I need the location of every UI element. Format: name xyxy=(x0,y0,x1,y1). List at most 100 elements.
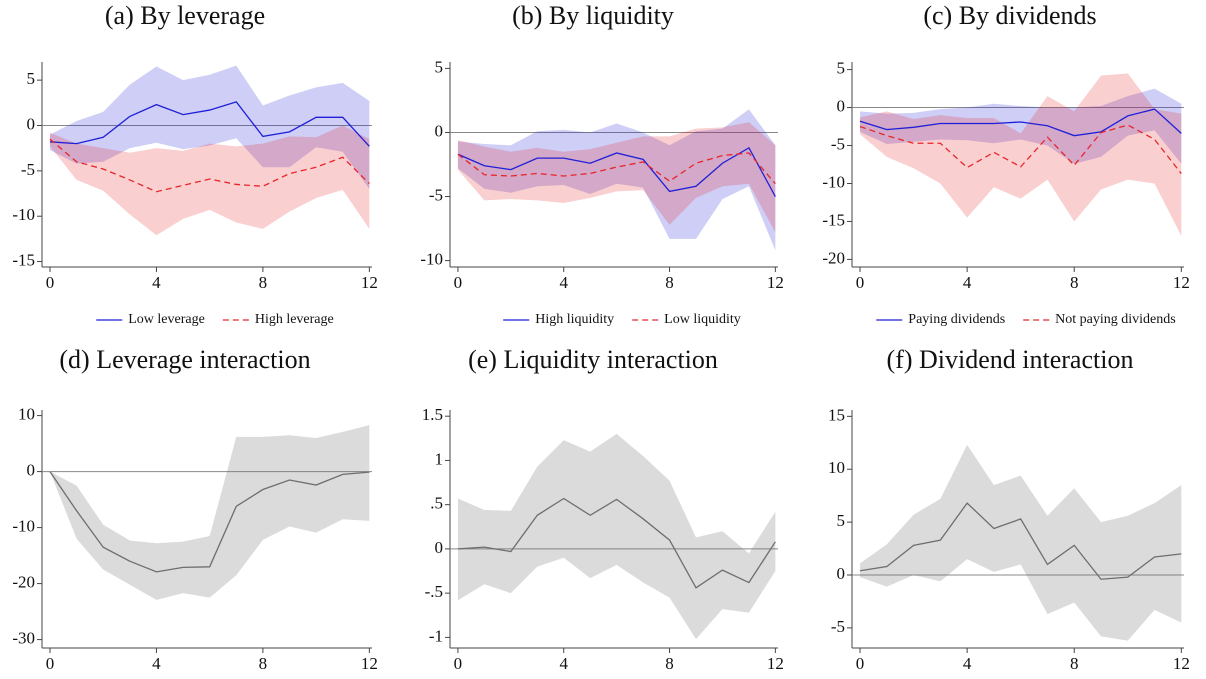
series-line xyxy=(859,502,1182,580)
series-line xyxy=(457,497,776,589)
y-tick-label: -10 xyxy=(822,172,845,191)
y-tick-label: -5 xyxy=(831,617,845,636)
y-tick-label: 10 xyxy=(828,458,845,477)
series-line xyxy=(49,101,370,147)
x-tick-label: 0 xyxy=(454,273,463,292)
x-tick-label: 8 xyxy=(259,654,268,673)
legend-label: Not paying dividends xyxy=(1055,312,1176,327)
y-tick-label: -1 xyxy=(429,626,443,645)
x-tick-label: 8 xyxy=(665,273,674,292)
legend-label: High liquidity xyxy=(535,312,614,327)
panel-title: (f) Dividend interaction xyxy=(887,345,1134,374)
x-tick-label: 4 xyxy=(559,654,568,673)
y-tick-label: -10 xyxy=(12,517,35,536)
confidence-band xyxy=(860,444,1182,641)
y-tick-label: 5 xyxy=(27,69,36,88)
legend-label: High leverage xyxy=(255,312,334,327)
confidence-band xyxy=(457,433,776,640)
legend-item: Low leverage xyxy=(96,312,205,327)
confidence-band xyxy=(49,425,370,600)
series-line xyxy=(859,108,1182,137)
panel-title: (b) By liquidity xyxy=(512,1,674,30)
panel: (c) By dividends 5 0 -5 -10 -15 -20 0 4 8 12 Paying… xyxy=(822,1,1189,327)
x-tick-label: 12 xyxy=(767,654,784,673)
y-tick-label: .5 xyxy=(430,494,443,513)
y-tick-label: 5 xyxy=(837,58,846,77)
series-line xyxy=(859,124,1182,175)
panel: (f) Dividend interaction 15 10 5 0 -5 0 4 8 12 xyxy=(828,345,1190,673)
x-tick-label: 8 xyxy=(1070,273,1079,292)
series-line xyxy=(49,471,370,573)
legend-item: High liquidity xyxy=(503,312,614,327)
x-tick-label: 0 xyxy=(856,273,865,292)
y-tick-label: 1.5 xyxy=(422,405,443,424)
confidence-band xyxy=(457,109,776,251)
y-tick-label: -5 xyxy=(831,134,845,153)
y-tick-label: -15 xyxy=(12,250,35,269)
y-tick-label: -.5 xyxy=(425,582,443,601)
y-tick-label: 1 xyxy=(435,449,444,468)
legend-item: High leverage xyxy=(222,312,334,327)
x-tick-label: 12 xyxy=(1173,273,1190,292)
x-tick-label: 0 xyxy=(856,654,865,673)
legend-item: Low liquidity xyxy=(632,312,741,327)
x-tick-label: 0 xyxy=(454,654,463,673)
confidence-band xyxy=(860,88,1182,164)
y-tick-label: 0 xyxy=(27,114,36,133)
panel-title: (a) By leverage xyxy=(105,1,265,30)
legend-label: Low liquidity xyxy=(664,312,741,327)
legend-item: Not paying dividends xyxy=(1023,312,1176,327)
y-tick-label: -20 xyxy=(12,573,35,592)
x-tick-label: 4 xyxy=(152,273,161,292)
x-tick-label: 0 xyxy=(46,654,55,673)
y-tick-label: 10 xyxy=(18,405,35,424)
series-line xyxy=(457,146,776,197)
x-tick-label: 4 xyxy=(559,273,568,292)
x-tick-label: 8 xyxy=(1070,654,1079,673)
confidence-band xyxy=(860,73,1182,236)
legend: High liquidity Low liquidity xyxy=(503,312,741,327)
y-tick-label: 15 xyxy=(828,405,845,424)
y-tick-label: -15 xyxy=(822,210,845,229)
y-tick-label: 0 xyxy=(27,461,36,480)
x-tick-label: 12 xyxy=(1173,654,1190,673)
panel: (d) Leverage interaction 10 0 -10 -20 -30 0 4 8 1… xyxy=(12,345,378,673)
y-tick-label: -20 xyxy=(822,248,845,267)
panel: (b) By liquidity 5 0 -5 -10 0 4 8 12 High liquidi… xyxy=(420,1,784,327)
legend-label: Paying dividends xyxy=(908,312,1005,327)
x-tick-label: 8 xyxy=(259,273,268,292)
legend: Low leverage High leverage xyxy=(96,312,334,327)
x-tick-label: 12 xyxy=(767,273,784,292)
panel-title: (d) Leverage interaction xyxy=(59,345,310,374)
y-tick-label: 0 xyxy=(837,96,846,115)
x-tick-label: 4 xyxy=(152,654,161,673)
series-line xyxy=(49,138,370,193)
legend-label: Low leverage xyxy=(128,312,205,327)
confidence-band xyxy=(49,125,370,236)
y-tick-label: -5 xyxy=(21,160,35,179)
y-tick-label: -10 xyxy=(12,205,35,224)
y-tick-label: 0 xyxy=(435,121,444,140)
panel: (a) By leverage 5 0 -5 -10 -15 0 4 8 12 Low levera… xyxy=(12,1,378,327)
confidence-band xyxy=(49,65,370,189)
y-tick-label: 5 xyxy=(837,511,846,530)
x-tick-label: 8 xyxy=(665,654,674,673)
y-tick-label: 0 xyxy=(435,538,444,557)
x-tick-label: 12 xyxy=(361,654,378,673)
legend-item: Paying dividends xyxy=(876,312,1005,327)
confidence-band xyxy=(457,122,776,233)
panel-title: (e) Liquidity interaction xyxy=(468,345,718,374)
x-tick-label: 12 xyxy=(361,273,378,292)
y-tick-label: -10 xyxy=(420,250,443,269)
x-tick-label: 0 xyxy=(46,273,55,292)
legend: Paying dividends Not paying dividends xyxy=(876,312,1176,327)
y-tick-label: -5 xyxy=(429,185,443,204)
x-tick-label: 4 xyxy=(963,654,972,673)
y-tick-label: 0 xyxy=(837,564,846,583)
y-tick-label: 5 xyxy=(435,57,444,76)
panel-title: (c) By dividends xyxy=(923,1,1096,30)
x-tick-label: 4 xyxy=(963,273,972,292)
y-tick-label: -30 xyxy=(12,629,35,648)
